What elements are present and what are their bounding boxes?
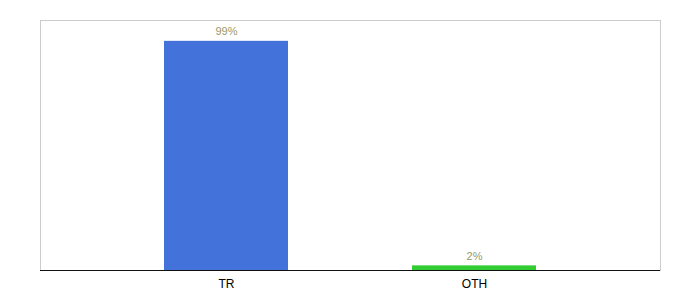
svg-text:2%: 2% <box>467 250 483 262</box>
svg-text:99%: 99% <box>215 25 237 37</box>
svg-text:OTH: OTH <box>462 277 487 291</box>
svg-text:TR: TR <box>219 277 235 291</box>
